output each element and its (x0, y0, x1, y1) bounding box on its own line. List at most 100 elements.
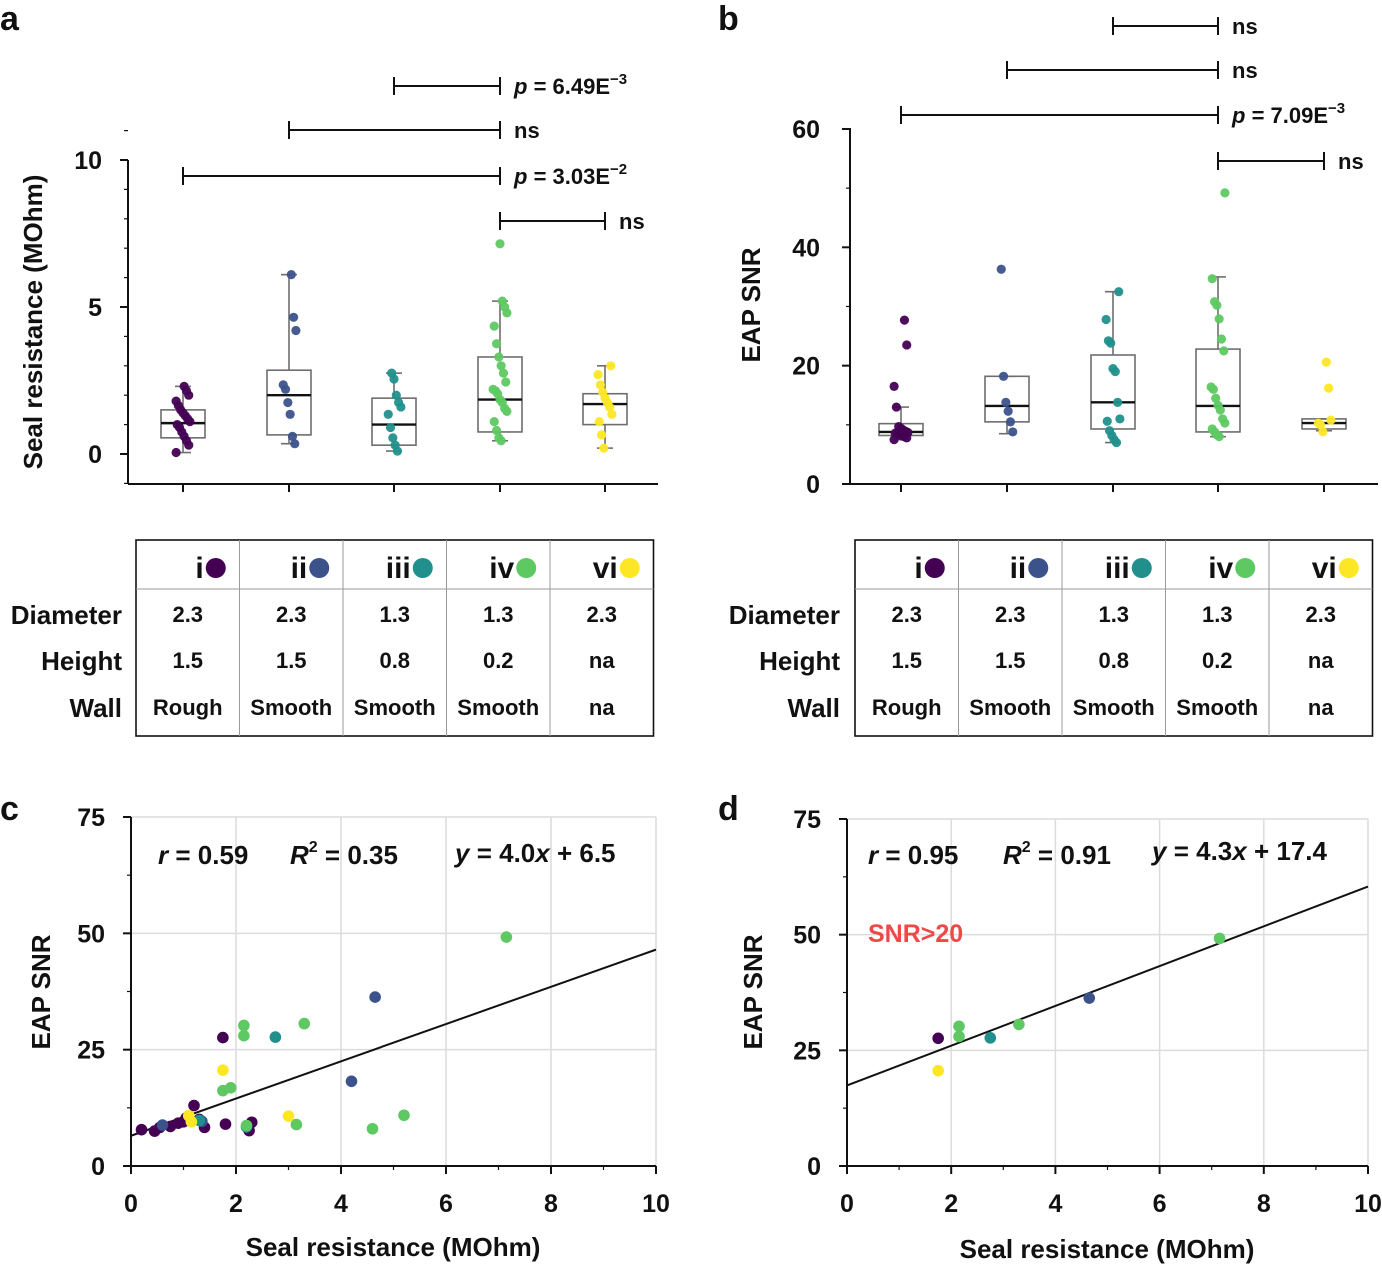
panel-b-point (1206, 382, 1216, 392)
panel-c-y-tick-label: 25 (77, 1037, 105, 1065)
panel-a-point (171, 447, 181, 458)
panel-d-snr-note: SNR>20 (868, 920, 963, 948)
panel-c-fit-equation: y = 4.0x + 6.5 (453, 838, 616, 868)
panel-d-point (1213, 932, 1226, 945)
panel-c-y-tick-label: 0 (91, 1153, 105, 1181)
panel-a-point (594, 417, 604, 427)
panel-letter-d: d (718, 790, 739, 828)
table-b-header-vi: vi (1312, 552, 1337, 585)
panel-c-scatter: 0 25 50 75 0 2 4 6 8 10 EAP SNR Seal resistance … (26, 804, 670, 1262)
table-b-header-iii: iii (1105, 552, 1130, 585)
panel-a-y-tick-label: 0 (88, 441, 102, 469)
table-b-cell: Smooth (969, 695, 1051, 720)
panel-b-point (1113, 397, 1123, 407)
panel-d-point (984, 1032, 997, 1044)
panel-a-point (489, 417, 499, 427)
panel-c-x-tick-label: 6 (439, 1190, 453, 1218)
panel-d-point (953, 1020, 965, 1033)
group-ii-marker (309, 558, 330, 578)
panel-a-point (606, 361, 616, 371)
panel-c-y-tick-label: 50 (77, 920, 105, 948)
panel-a-bracket-label: ns (619, 209, 645, 234)
panel-d-x-tick-label: 0 (840, 1190, 854, 1218)
table-b-row-label: Wall (788, 693, 840, 723)
table-a-cell: 1.5 (172, 648, 203, 673)
panel-a-point (172, 420, 182, 430)
panel-a-point (488, 384, 498, 394)
panel-d-x-tick-label: 4 (1048, 1190, 1062, 1218)
table-a-cell: Rough (153, 695, 223, 720)
panel-a-bracket-label: p = 3.03E−2 (513, 161, 627, 189)
panel-a-point (598, 387, 608, 397)
panel-a-bracket-label: ns (514, 118, 540, 143)
panel-d-y-tick-label: 25 (793, 1037, 821, 1065)
panel-c-y-label: EAP SNR (26, 934, 56, 1049)
panel-a-point (495, 239, 505, 249)
table-b-cell: na (1308, 648, 1334, 673)
panel-b-point (1324, 383, 1334, 393)
panel-a-point (593, 370, 603, 380)
table-b-header-i: i (914, 552, 922, 585)
panel-d-r2-stat: R2 = 0.91 (1003, 839, 1111, 870)
panel-b-point (1216, 334, 1227, 344)
panel-b-y-ticks: 0 20 40 60 (792, 116, 850, 499)
table-b-cell: 1.3 (1202, 602, 1233, 627)
panel-a-point (290, 439, 300, 449)
panel-d-point (1013, 1018, 1025, 1031)
panel-d-point (1083, 992, 1096, 1004)
table-b-cell: Smooth (1073, 695, 1155, 720)
table-b-cell: 0.2 (1202, 648, 1233, 673)
panel-letter-c: c (0, 790, 19, 828)
table-b-header-iv: iv (1208, 552, 1233, 585)
panel-d-fit-equation: y = 4.3x + 17.4 (1150, 836, 1328, 866)
panel-c-point (290, 1118, 303, 1131)
group-iii-marker (412, 558, 433, 578)
panel-a-point (498, 368, 509, 378)
panel-b-point (1214, 314, 1224, 324)
panel-d-fit-line (846, 885, 1369, 1087)
panel-b-point (899, 315, 910, 325)
panel-letter-b: b (718, 0, 739, 38)
panel-a-point (179, 381, 189, 391)
table-a-cell: Smooth (457, 695, 539, 720)
table-a-header-ii: ii (291, 552, 308, 585)
panel-a-point (497, 296, 507, 306)
panel-b-point (1220, 188, 1230, 198)
table-a-row-label: Diameter (11, 600, 122, 630)
table-b-row-label: Height (759, 646, 840, 676)
panel-c-x-tick-label: 4 (334, 1190, 348, 1218)
panel-c-point (238, 1029, 250, 1042)
panel-d-point (932, 1032, 944, 1045)
panel-b-x-ticks (900, 484, 1325, 492)
panel-b-point (1102, 416, 1112, 426)
panel-b-y-tick-label: 40 (792, 234, 820, 262)
panel-b-point (1321, 357, 1331, 367)
panel-a-y-tick-label: 10 (74, 147, 102, 175)
panel-b-point (894, 422, 904, 432)
panel-d-x-tick-label: 8 (1257, 1190, 1271, 1218)
panel-b-point (1101, 314, 1111, 325)
table-a-cell: Smooth (354, 695, 436, 720)
panel-b-point (1218, 414, 1228, 424)
table-b-header-ii: ii (1010, 552, 1027, 585)
panel-c-point (217, 1031, 229, 1044)
panel-b-point (891, 402, 902, 412)
panel-d-r-stat: r = 0.95 (868, 840, 958, 870)
panel-b-point (1318, 427, 1328, 437)
panel-a-point (278, 380, 288, 390)
panel-c-point (298, 1017, 311, 1030)
panel-c-point (219, 1118, 232, 1130)
panel-c-x-tick-label: 10 (642, 1190, 670, 1218)
table-a-cell: 2.3 (276, 602, 307, 627)
table-b-cell: na (1308, 695, 1334, 720)
panel-b-bracket-label: ns (1338, 149, 1364, 174)
panel-a-point (387, 368, 397, 378)
table-b-cell: 2.3 (891, 602, 922, 627)
panel-a-point (388, 433, 398, 443)
table-b-cell: Smooth (1176, 695, 1258, 720)
panel-b-bracket-label: p = 7.09E−3 (1231, 100, 1345, 128)
panel-b-point (1219, 346, 1229, 356)
panel-d-x-ticks: 0 2 4 6 8 10 (840, 1166, 1382, 1218)
panel-c-point (188, 1099, 200, 1112)
